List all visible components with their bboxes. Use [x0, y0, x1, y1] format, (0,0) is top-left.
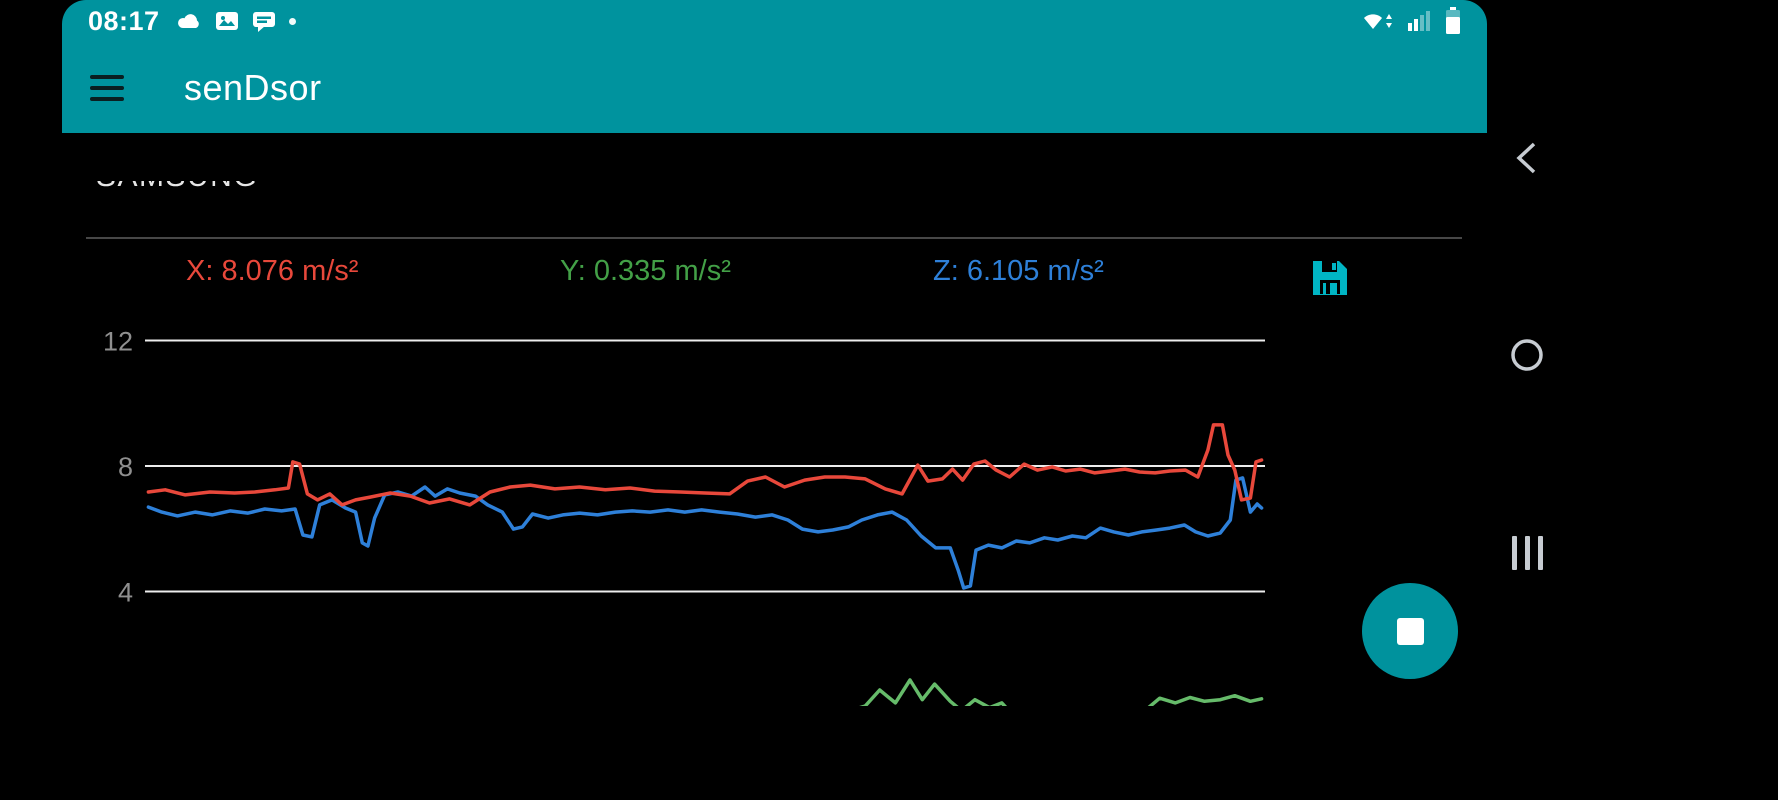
back-icon — [1516, 142, 1536, 174]
wifi-icon — [1364, 14, 1392, 29]
series-line-Y — [859, 678, 1264, 706]
notification-dot-icon — [288, 17, 296, 25]
signal-icon — [1408, 11, 1430, 31]
save-button[interactable] — [1308, 256, 1352, 300]
readout-z-value: Z: 6.105 m/s² — [933, 255, 1104, 287]
status-right-icons — [1361, 7, 1461, 35]
status-time: 08:17 — [88, 5, 160, 36]
series-line-X — [146, 423, 1264, 507]
recents-icon — [1512, 536, 1517, 570]
y-tick-label-12: 12 — [103, 327, 133, 357]
readout-x-value: X: 8.076 m/s² — [186, 255, 359, 287]
section-divider — [86, 237, 1462, 239]
app-title: senDsor — [184, 66, 322, 108]
y-tick-label-4: 4 — [118, 578, 133, 608]
clipped-sensor-label: SAMSUNG — [96, 181, 326, 196]
app-header: 08:17 — [62, 0, 1487, 133]
stop-icon — [1396, 617, 1424, 645]
status-left-icons — [176, 10, 296, 32]
nav-home-button[interactable] — [1508, 336, 1546, 379]
stop-fab-button[interactable] — [1362, 583, 1458, 679]
cloud-icon — [177, 14, 199, 28]
status-bar: 08:17 — [62, 0, 1487, 42]
readout-y-value: Y: 0.335 m/s² — [560, 255, 731, 287]
menu-icon[interactable] — [90, 74, 124, 101]
series-line-Z — [146, 476, 1264, 590]
nav-recents-button[interactable] — [1512, 536, 1543, 570]
save-icon — [1313, 261, 1347, 295]
battery-icon — [1446, 7, 1460, 34]
chart-canvas: 12 8 4 — [103, 327, 1265, 706]
home-icon — [1511, 339, 1543, 371]
message-icon — [252, 12, 275, 32]
image-icon — [215, 12, 238, 30]
nav-back-button[interactable] — [1510, 139, 1548, 182]
y-tick-label-8: 8 — [118, 452, 133, 482]
app-bar: senDsor — [62, 42, 1487, 133]
